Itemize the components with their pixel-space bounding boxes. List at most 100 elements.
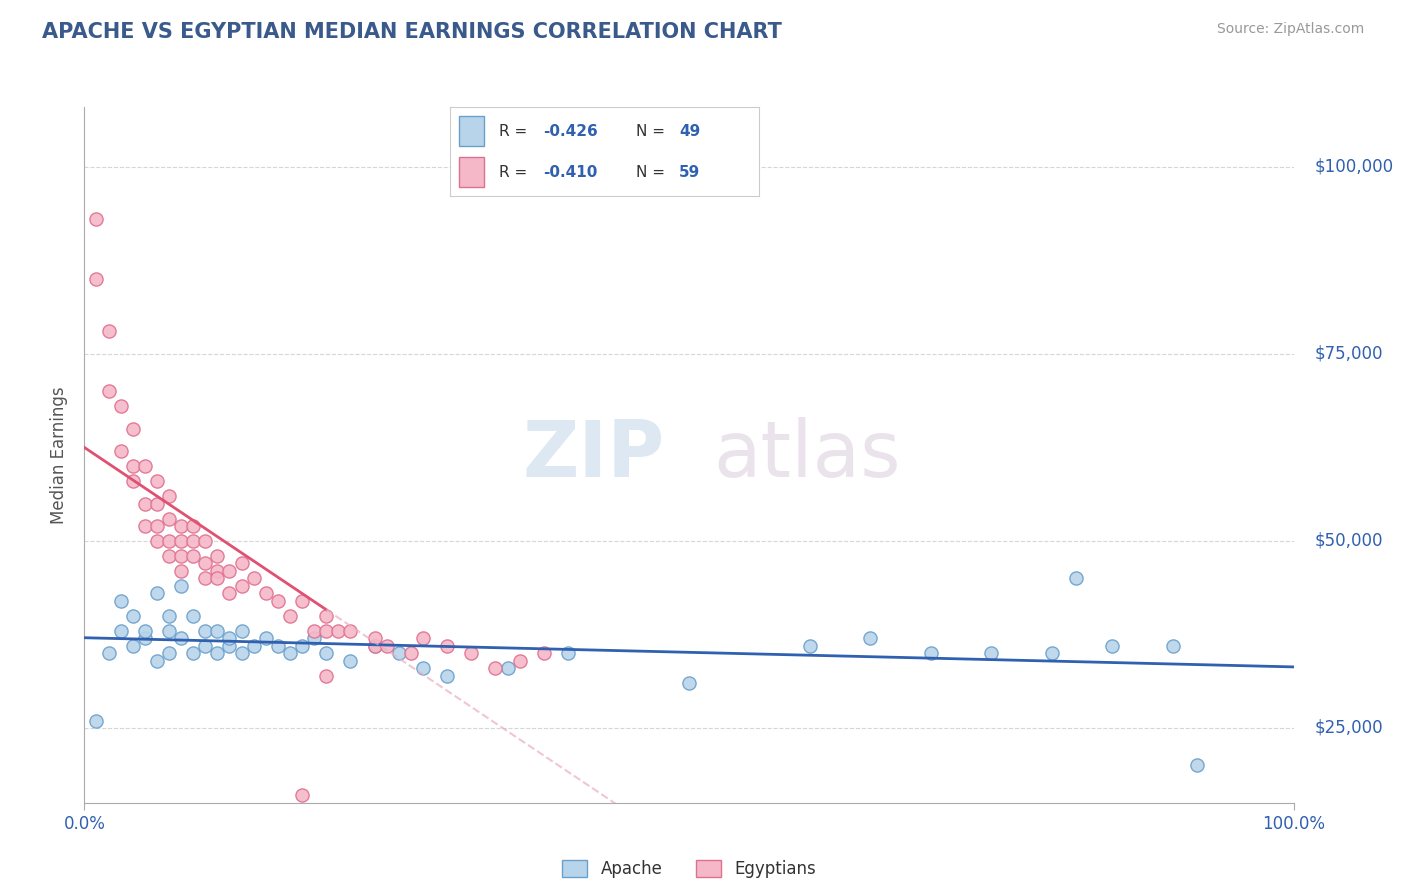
Text: $25,000: $25,000	[1315, 719, 1384, 737]
Point	[291, 789, 314, 803]
Point	[339, 624, 361, 638]
Point	[110, 594, 132, 608]
Point	[339, 654, 361, 668]
Point	[110, 399, 132, 413]
Point	[278, 646, 301, 660]
Y-axis label: Median Earnings: Median Earnings	[51, 386, 69, 524]
Point	[157, 549, 180, 563]
Point	[920, 646, 942, 660]
Text: R =: R =	[499, 124, 533, 138]
Point	[157, 489, 180, 503]
Point	[218, 639, 240, 653]
Point	[146, 533, 169, 548]
Point	[97, 384, 120, 399]
Point	[134, 519, 156, 533]
Point	[146, 519, 169, 533]
Point	[157, 511, 180, 525]
Point	[859, 631, 882, 645]
Point	[533, 646, 555, 660]
Point	[218, 564, 240, 578]
Point	[218, 631, 240, 645]
Point	[509, 654, 531, 668]
Point	[207, 624, 229, 638]
Point	[181, 549, 204, 563]
Text: 49: 49	[679, 124, 700, 138]
Point	[97, 646, 120, 660]
Point	[1185, 758, 1208, 772]
Point	[170, 533, 193, 548]
Point	[181, 646, 204, 660]
Point	[302, 624, 325, 638]
Point	[134, 631, 156, 645]
Legend: Apache, Egyptians: Apache, Egyptians	[555, 854, 823, 885]
Point	[86, 212, 108, 227]
Point	[231, 579, 253, 593]
Point	[170, 631, 193, 645]
Point	[267, 594, 290, 608]
Point	[146, 586, 169, 600]
Point	[315, 668, 337, 682]
Point	[157, 624, 180, 638]
Point	[134, 497, 156, 511]
Text: APACHE VS EGYPTIAN MEDIAN EARNINGS CORRELATION CHART: APACHE VS EGYPTIAN MEDIAN EARNINGS CORRE…	[42, 22, 782, 42]
Point	[302, 631, 325, 645]
Point	[181, 608, 204, 623]
Point	[231, 557, 253, 571]
Point	[436, 639, 458, 653]
Point	[134, 624, 156, 638]
Point	[388, 646, 411, 660]
Point	[121, 474, 143, 488]
Point	[146, 474, 169, 488]
Point	[412, 631, 434, 645]
Text: $100,000: $100,000	[1315, 158, 1393, 176]
Point	[110, 624, 132, 638]
Point	[170, 564, 193, 578]
Text: ZIP: ZIP	[523, 417, 665, 493]
Point	[194, 571, 217, 585]
Point	[121, 608, 143, 623]
Point	[146, 654, 169, 668]
Point	[1101, 639, 1123, 653]
Point	[363, 639, 385, 653]
Point	[86, 272, 108, 286]
Point	[315, 608, 337, 623]
Point	[170, 519, 193, 533]
Point	[157, 533, 180, 548]
Point	[194, 557, 217, 571]
FancyBboxPatch shape	[460, 116, 484, 146]
Point	[194, 533, 217, 548]
Point	[375, 639, 398, 653]
Point	[328, 624, 350, 638]
Point	[170, 549, 193, 563]
Text: Source: ZipAtlas.com: Source: ZipAtlas.com	[1216, 22, 1364, 37]
Point	[484, 661, 506, 675]
Point	[412, 661, 434, 675]
Point	[496, 661, 519, 675]
Point	[399, 646, 422, 660]
Point	[231, 624, 253, 638]
Point	[242, 571, 264, 585]
Point	[254, 586, 277, 600]
Point	[218, 586, 240, 600]
Point	[980, 646, 1002, 660]
Text: -0.426: -0.426	[543, 124, 598, 138]
Text: atlas: atlas	[713, 417, 901, 493]
Point	[242, 639, 264, 653]
Point	[157, 608, 180, 623]
Point	[1161, 639, 1184, 653]
Text: N =: N =	[636, 165, 669, 179]
Point	[460, 646, 482, 660]
Point	[146, 497, 169, 511]
Text: $50,000: $50,000	[1315, 532, 1384, 550]
Point	[254, 631, 277, 645]
Point	[157, 646, 180, 660]
Point	[97, 325, 120, 339]
Text: N =: N =	[636, 124, 669, 138]
Point	[181, 533, 204, 548]
Point	[1040, 646, 1063, 660]
Point	[207, 571, 229, 585]
Point	[181, 519, 204, 533]
Point	[1064, 571, 1087, 585]
Point	[557, 646, 579, 660]
Point	[194, 639, 217, 653]
